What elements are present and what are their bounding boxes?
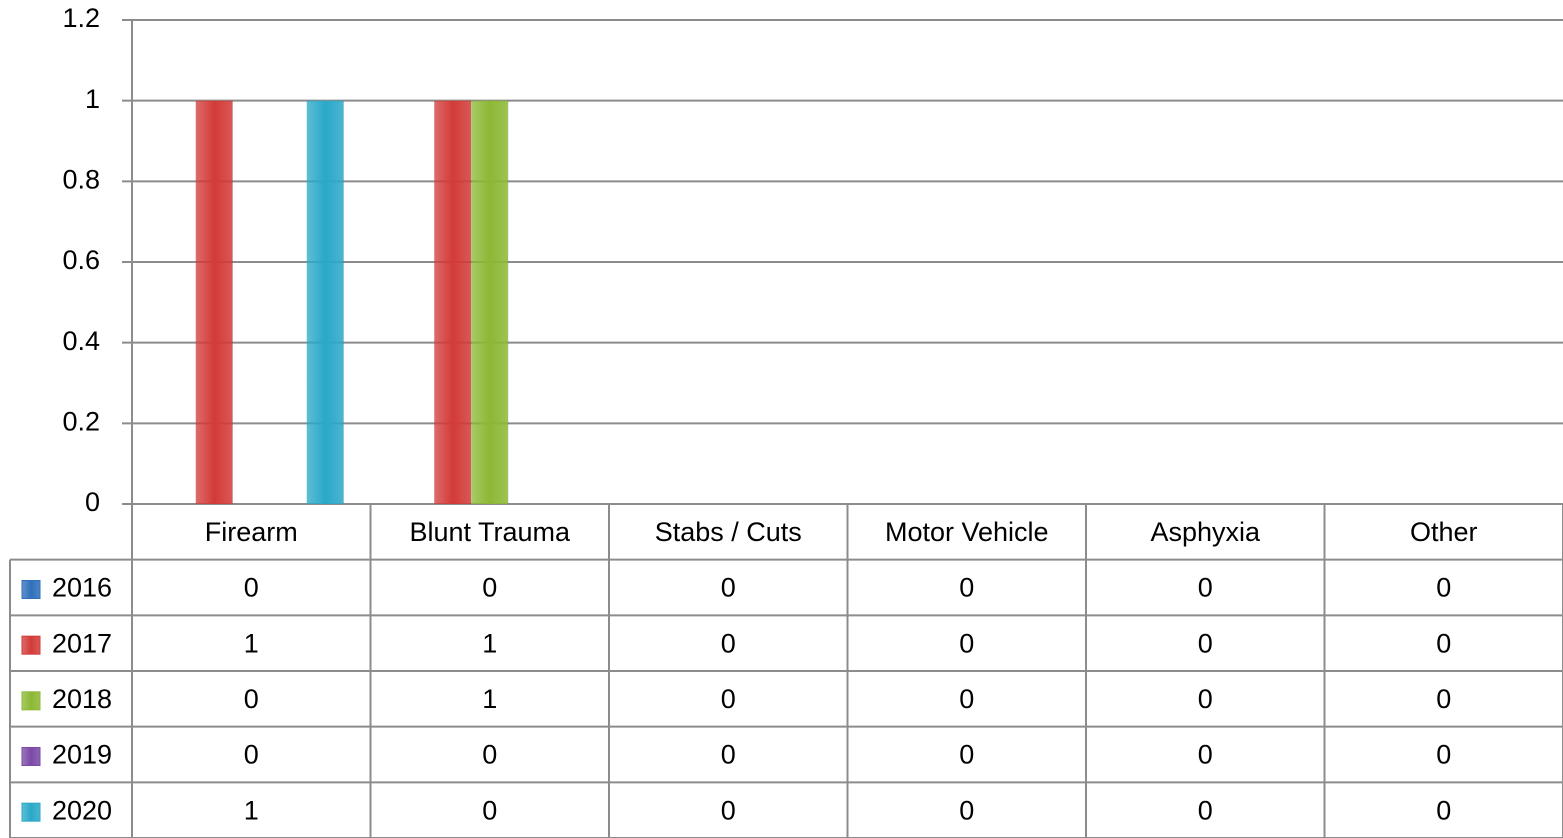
table-value: 0 — [1198, 684, 1213, 714]
table-value: 0 — [959, 740, 974, 770]
legend-swatch — [21, 691, 41, 711]
table-value: 0 — [1436, 740, 1451, 770]
table-value: 0 — [721, 795, 736, 825]
table-value: 1 — [244, 795, 259, 825]
table-value: 1 — [244, 628, 259, 658]
legend-label: 2020 — [52, 795, 112, 825]
legend-label: 2018 — [52, 684, 112, 714]
table-value: 0 — [959, 795, 974, 825]
y-tick-label: 1.2 — [62, 3, 100, 33]
x-tick-label: Asphyxia — [1150, 517, 1261, 547]
table-value: 0 — [959, 573, 974, 603]
legend-swatch — [21, 580, 41, 599]
table-value: 0 — [244, 573, 259, 603]
table-value: 0 — [482, 573, 497, 603]
table-value: 0 — [721, 573, 736, 603]
y-tick-label: 1 — [85, 84, 100, 114]
table-value: 0 — [482, 795, 497, 825]
legend-swatch — [21, 747, 41, 766]
table-value: 0 — [1198, 628, 1213, 658]
legend-swatch — [21, 802, 41, 822]
legend-swatch — [21, 635, 41, 655]
legend-label: 2017 — [52, 628, 112, 658]
table-value: 0 — [244, 740, 259, 770]
table-value: 0 — [244, 684, 259, 714]
table-value: 0 — [721, 628, 736, 658]
x-tick-label: Firearm — [205, 517, 298, 547]
y-tick-label: 0.8 — [62, 164, 100, 194]
table-value: 1 — [482, 684, 497, 714]
table-value: 0 — [1436, 628, 1451, 658]
x-tick-label: Blunt Trauma — [409, 517, 571, 547]
table-value: 0 — [1436, 795, 1451, 825]
table-value: 0 — [1198, 795, 1213, 825]
table-value: 0 — [1436, 684, 1451, 714]
table-value: 0 — [721, 740, 736, 770]
y-tick-label: 0.4 — [62, 326, 100, 356]
y-tick-label: 0 — [85, 487, 100, 517]
table-value: 0 — [482, 740, 497, 770]
table-value: 0 — [1198, 573, 1213, 603]
legend-label: 2016 — [52, 573, 112, 603]
bar — [306, 100, 344, 505]
x-tick-label: Other — [1410, 517, 1478, 547]
table-value: 0 — [1198, 740, 1213, 770]
table-value: 0 — [1436, 573, 1451, 603]
table-value: 0 — [959, 684, 974, 714]
y-tick-label: 0.6 — [62, 245, 100, 275]
bar — [471, 100, 509, 505]
y-tick-label: 0.2 — [62, 406, 100, 436]
table-value: 0 — [959, 628, 974, 658]
bar — [195, 100, 233, 505]
legend-label: 2019 — [52, 740, 112, 770]
table-value: 1 — [482, 628, 497, 658]
x-tick-label: Motor Vehicle — [885, 517, 1049, 547]
bar — [434, 100, 472, 505]
x-tick-label: Stabs / Cuts — [655, 517, 802, 547]
table-value: 0 — [721, 684, 736, 714]
